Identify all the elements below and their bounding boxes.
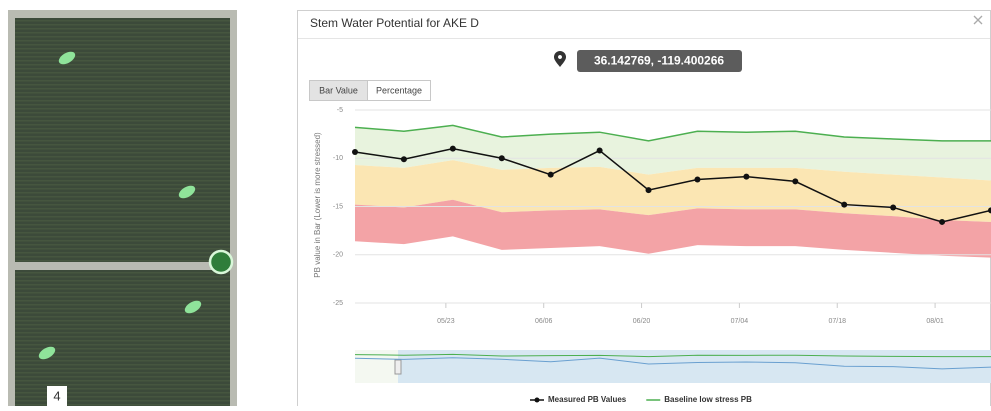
tab[interactable]: Percentage	[376, 85, 422, 95]
x-tick-label: 05/23	[437, 318, 455, 325]
x-tick-label: 08/01	[926, 318, 944, 325]
data-point	[743, 173, 750, 180]
data-point	[792, 178, 799, 185]
data-point	[645, 187, 652, 194]
data-point	[988, 207, 991, 214]
data-point	[449, 145, 456, 152]
modal-title: Stem Water Potential for AKE D	[310, 16, 479, 30]
coordinates: 36.142769, -119.400266	[594, 54, 724, 68]
field	[15, 18, 230, 262]
tab-inactive[interactable]	[367, 80, 431, 101]
data-point	[400, 156, 407, 163]
y-axis-label: PB value in Bar (Lower is more stressed)	[313, 132, 322, 278]
series-line	[354, 124, 991, 142]
sensor-markers	[38, 51, 202, 360]
close-button[interactable]	[973, 15, 983, 25]
x-tick-label: 07/18	[828, 318, 846, 325]
data-point	[841, 201, 848, 208]
x-tick-label: 06/20	[633, 318, 651, 325]
band	[355, 199, 991, 258]
navigator-line	[354, 353, 991, 358]
x-tick-label: 06/06	[535, 318, 553, 325]
navigator-line	[354, 357, 991, 370]
field-label-box	[47, 386, 67, 406]
legend-label: Baseline low stress PB	[664, 395, 752, 404]
pin-icon	[554, 51, 566, 67]
y-tick-label: -10	[333, 155, 343, 162]
series-line	[354, 147, 991, 223]
data-point	[694, 176, 701, 183]
map[interactable]: 4	[8, 10, 237, 406]
data-point	[498, 155, 505, 162]
data-point	[890, 204, 897, 211]
y-tick-label: -25	[333, 300, 343, 307]
legend-label: Measured PB Values	[548, 395, 627, 404]
y-tick-label: -20	[333, 252, 343, 259]
band	[355, 125, 991, 181]
navigator-handle[interactable]	[394, 359, 402, 375]
data-point	[939, 218, 946, 225]
data-point	[547, 171, 554, 178]
legend-marker	[534, 397, 540, 403]
field-label: 4	[53, 388, 60, 403]
coordinates-box	[577, 50, 742, 72]
x-tick-label: 07/04	[731, 318, 749, 325]
field	[15, 270, 230, 406]
data-point	[352, 148, 358, 155]
y-tick-label: -15	[333, 203, 343, 210]
y-tick-label: -5	[337, 107, 343, 114]
tab[interactable]: Bar Value	[319, 85, 358, 95]
data-point	[596, 147, 603, 154]
selected-sensor[interactable]	[208, 249, 234, 275]
